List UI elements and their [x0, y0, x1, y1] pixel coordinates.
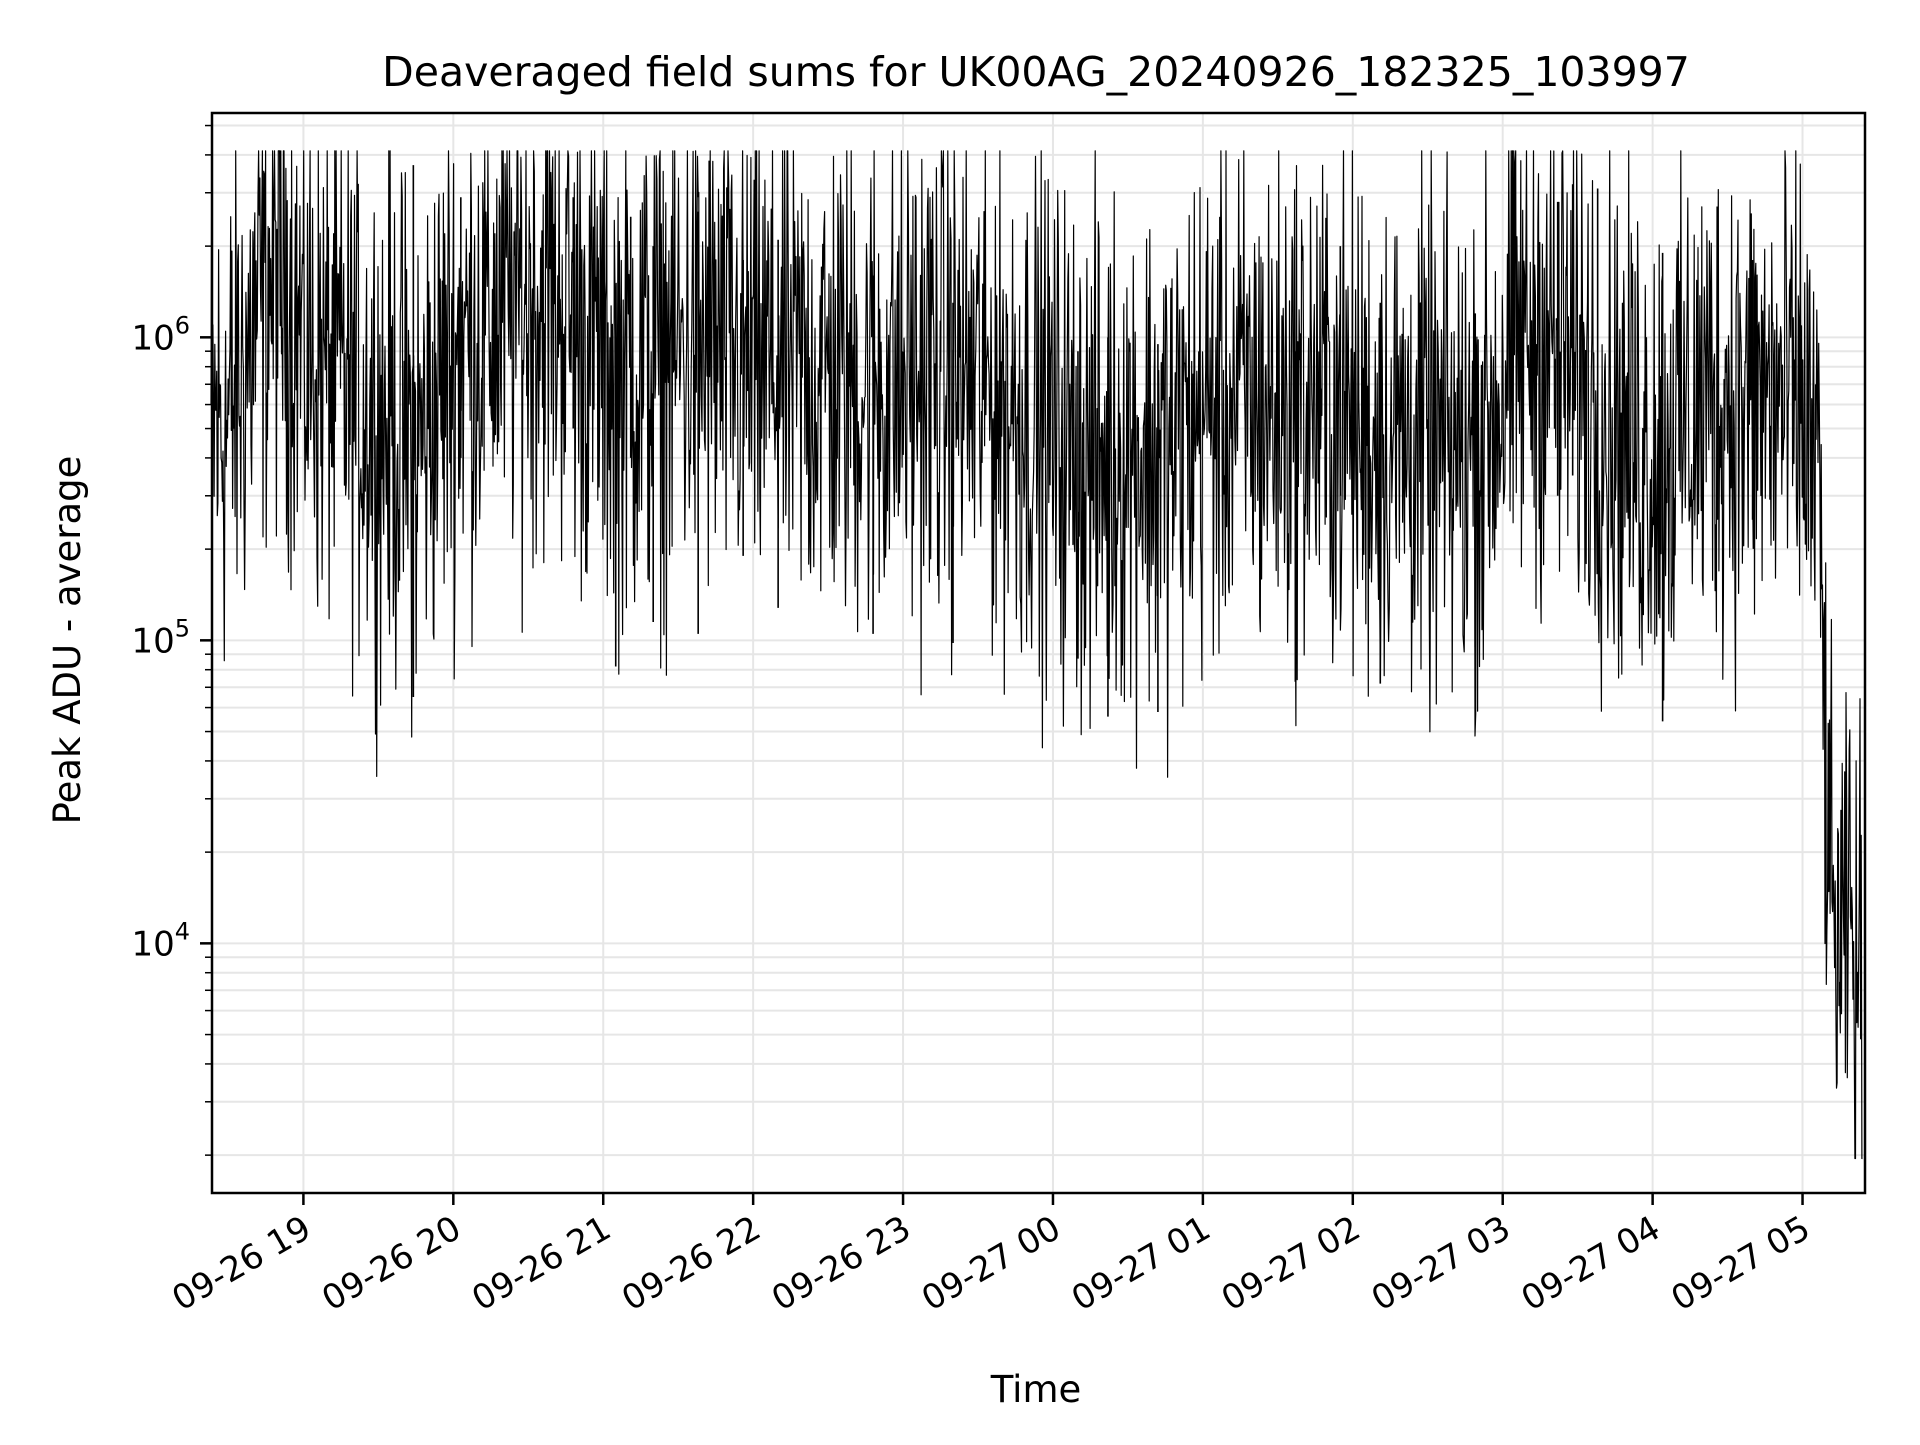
x-axis-label: Time: [990, 1368, 1082, 1411]
y-tick-label: 106: [131, 311, 190, 358]
series-layer: [210, 150, 1863, 1160]
y-tick-label: 105: [131, 614, 190, 661]
plot-frame: [210, 111, 1867, 1195]
y-axis-ticks: 104 105 106: [131, 124, 212, 1156]
series-line: [210, 150, 1863, 1160]
y-tick-label: 104: [131, 917, 190, 964]
y-axis-label: Peak ADU - average: [46, 456, 89, 825]
chart-title: Deaveraged field sums for UK00AG_2024092…: [382, 48, 1690, 96]
